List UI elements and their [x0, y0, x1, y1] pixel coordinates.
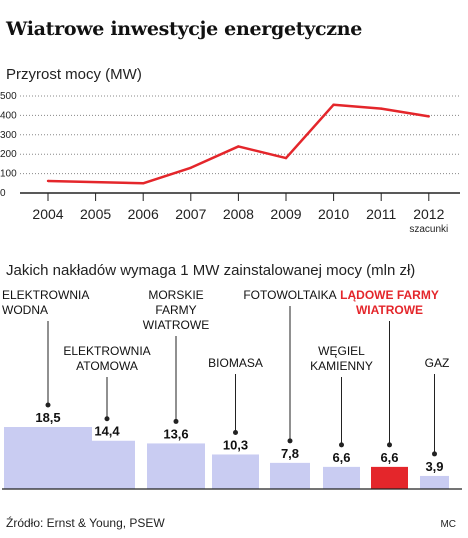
- bar: [147, 443, 205, 489]
- category-label: LĄDOWE FARMY WIATROWE: [340, 288, 439, 317]
- x-tick-label: 2008: [223, 206, 254, 222]
- credit-mark: MC: [440, 519, 456, 530]
- bar: [4, 427, 92, 489]
- source-note: Źródło: Ernst & Young, PSEW: [6, 516, 165, 530]
- y-tick-label: 0: [0, 188, 6, 199]
- value-label: 7,8: [281, 446, 299, 461]
- bar-chart-title: Jakich nakładów wymaga 1 MW zainstalowan…: [6, 262, 416, 279]
- category-label: ELEKTROWNIA WODNA: [2, 288, 89, 317]
- bar: [420, 475, 449, 489]
- category-label: ELEKTROWNIA ATOMOWA: [63, 344, 150, 373]
- x-tick-label: 2010: [318, 206, 349, 222]
- leader-dot: [45, 402, 51, 408]
- y-tick-label: 300: [0, 130, 17, 141]
- value-label: 6,6: [380, 450, 398, 465]
- x-note-label: szacunki: [409, 224, 448, 235]
- line-chart-title: Przyrost mocy (MW): [6, 66, 142, 83]
- x-tick-label: 2005: [80, 206, 111, 222]
- y-tick-label: 400: [0, 110, 17, 121]
- category-label: FOTOWOLTAIKA: [243, 288, 336, 302]
- data-point: [380, 107, 383, 110]
- bar: [371, 466, 408, 489]
- y-tick-label: 100: [0, 169, 17, 180]
- line-chart: 0 100 200 300 400 500 2004 2005 2006 2007 2008 2009…: [0, 91, 460, 235]
- value-label: 3,9: [425, 459, 443, 474]
- bar: [323, 466, 360, 489]
- leader-dot: [104, 416, 110, 422]
- value-label: 6,6: [332, 450, 350, 465]
- x-tick-label: 2006: [128, 206, 159, 222]
- bar: [79, 440, 135, 489]
- category-label: WĘGIEL KAMIENNY: [310, 344, 373, 373]
- data-point: [189, 166, 192, 169]
- bar: [212, 454, 259, 489]
- bar-chart: 18,5 ELEKTROWNIA WODNA 14,4 ELEKTROWNIA ATOMO…: [2, 288, 462, 490]
- value-label: 13,6: [163, 426, 188, 441]
- series-line: [47, 103, 430, 185]
- data-point: [427, 115, 430, 118]
- data-point: [284, 156, 288, 160]
- x-tick-label: 2011: [366, 206, 396, 222]
- value-label: 10,3: [223, 437, 248, 452]
- category-label: MORSKIE FARMY WIATROWE: [143, 288, 209, 332]
- leader-dot: [233, 429, 238, 435]
- category-label: BIOMASA: [208, 356, 263, 370]
- x-tick-label: 2007: [175, 206, 206, 222]
- y-tick-label: 200: [0, 149, 17, 160]
- bar: [270, 462, 310, 489]
- category-label: GAZ: [425, 356, 450, 370]
- leader-dot: [173, 418, 179, 424]
- x-tick-label: 2009: [270, 206, 301, 222]
- y-tick-label: 500: [0, 91, 17, 102]
- x-tick-label: 2004: [32, 206, 63, 222]
- leader-dot: [432, 451, 437, 457]
- value-label: 18,5: [35, 410, 60, 425]
- value-label: 14,4: [94, 424, 120, 439]
- data-point: [46, 179, 50, 183]
- data-point: [142, 182, 145, 185]
- chart-title: Wiatrowe inwestycje energetyczne: [6, 18, 363, 40]
- leader-dot: [339, 442, 344, 448]
- data-point: [332, 103, 335, 106]
- x-tick-label: 2012: [413, 206, 444, 222]
- leader-dot: [387, 442, 392, 448]
- data-point: [237, 145, 240, 148]
- leader-dot: [287, 438, 293, 444]
